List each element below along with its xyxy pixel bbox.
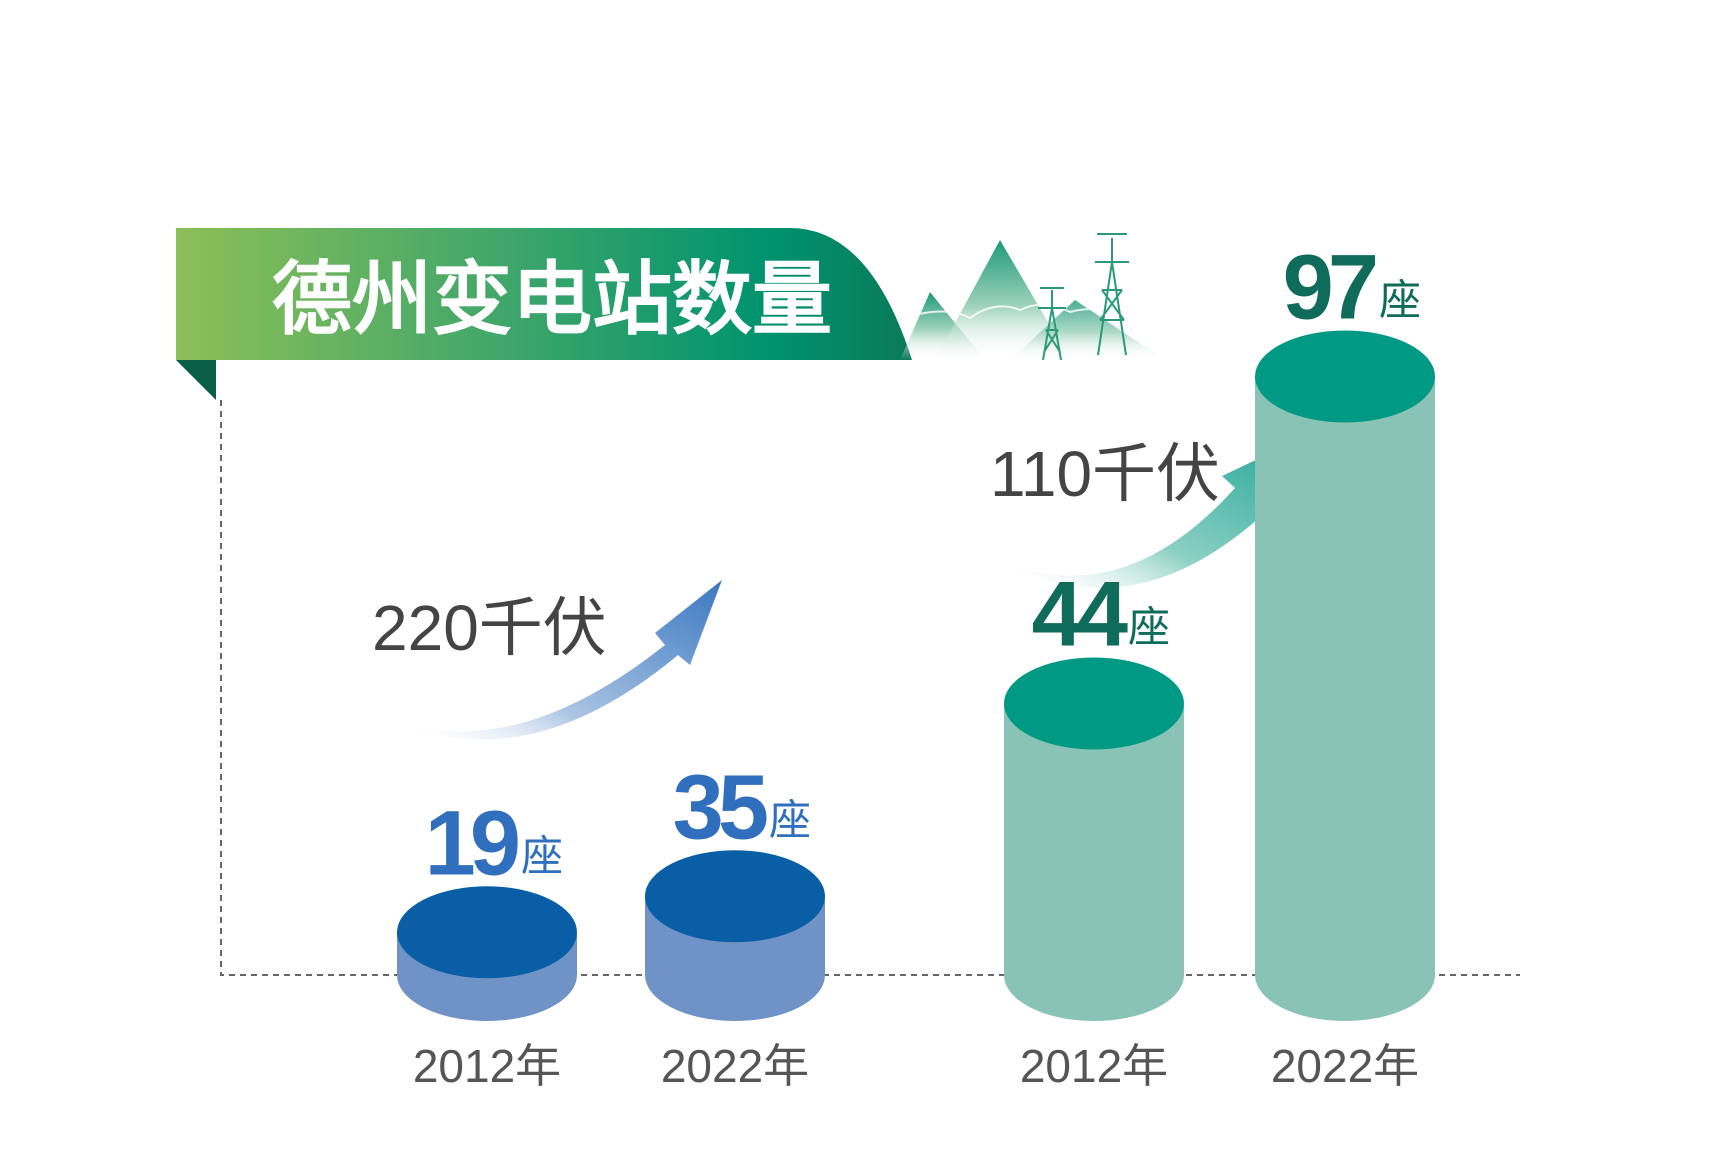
cylinder-top <box>397 886 577 979</box>
cylinder-top <box>645 850 825 943</box>
pylon-icon <box>1038 287 1066 361</box>
cylinder-bar <box>1004 657 1184 1021</box>
unit-label: 座 <box>521 831 563 880</box>
cylinder-top <box>1255 330 1435 423</box>
category-label: 2012年 <box>413 1040 561 1092</box>
banner-fold <box>176 360 216 400</box>
cylinder-top <box>1004 657 1184 750</box>
category-label: 2022年 <box>661 1040 809 1092</box>
unit-label: 座 <box>1128 603 1170 652</box>
data-label: 44 <box>1032 564 1128 666</box>
cylinder-side <box>1255 376 1435 1021</box>
mountain-icon <box>935 240 1070 360</box>
data-label: 19 <box>425 792 518 894</box>
data-label: 35 <box>673 756 767 858</box>
cylinder-bar <box>397 886 577 1021</box>
title-banner: 德州变电站数量 <box>176 228 912 400</box>
cylinder-bar <box>645 850 825 1021</box>
cylinder-bar <box>1255 330 1435 1021</box>
mountain-pylon-decoration <box>900 233 1165 361</box>
pylon-icon <box>1095 233 1129 356</box>
group-label-110kv: 110千伏 <box>990 438 1220 510</box>
group-label-220kv: 220千伏 <box>372 592 607 664</box>
chart-title: 德州变电站数量 <box>272 253 832 346</box>
data-label: 97 <box>1283 237 1376 339</box>
unit-label: 座 <box>769 795 811 844</box>
arrow-220kv <box>400 580 722 740</box>
unit-label: 座 <box>1379 276 1421 325</box>
category-label: 2022年 <box>1271 1040 1419 1092</box>
category-label: 2012年 <box>1020 1040 1168 1092</box>
cylinder-side <box>1004 703 1184 1021</box>
